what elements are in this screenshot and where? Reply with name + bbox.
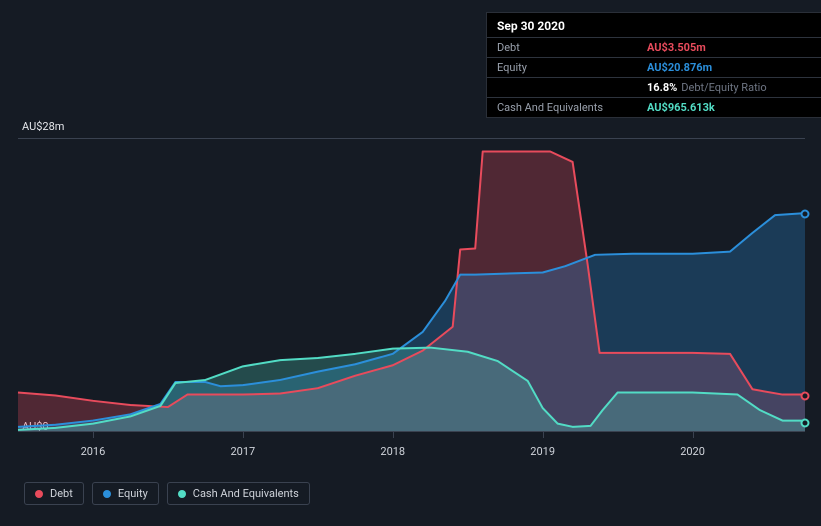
tooltip-date: Sep 30 2020 bbox=[487, 13, 821, 37]
y-axis-max-label: AU$28m bbox=[22, 120, 64, 133]
tooltip-row: EquityAU$20.876m bbox=[487, 57, 821, 77]
tooltip-row: Cash And EquivalentsAU$965.613k bbox=[487, 97, 821, 117]
x-tick-label: 2019 bbox=[530, 445, 555, 458]
legend-label: Equity bbox=[118, 487, 148, 500]
chart-legend: Debt Equity Cash And Equivalents bbox=[24, 482, 310, 505]
legend-item-equity[interactable]: Equity bbox=[92, 482, 159, 505]
legend-item-cash-and-equivalents[interactable]: Cash And Equivalents bbox=[167, 482, 310, 505]
tooltip-row: DebtAU$3.505m bbox=[487, 37, 821, 57]
x-tick bbox=[393, 432, 394, 438]
end-marker-equity bbox=[801, 209, 810, 218]
tooltip-row-label bbox=[497, 80, 647, 95]
x-tick-label: 2017 bbox=[230, 445, 255, 458]
legend-swatch bbox=[103, 490, 111, 498]
end-marker-cash bbox=[801, 418, 810, 427]
tooltip-row-label: Equity bbox=[497, 60, 647, 75]
tooltip-row-value: AU$965.613k bbox=[647, 100, 715, 115]
tooltip-row-label: Debt bbox=[497, 40, 647, 55]
tooltip-row-value: 16.8%Debt/Equity Ratio bbox=[647, 80, 767, 95]
x-tick bbox=[243, 432, 244, 438]
end-marker-debt bbox=[801, 392, 810, 401]
data-tooltip: Sep 30 2020 DebtAU$3.505mEquityAU$20.876… bbox=[486, 12, 821, 118]
legend-item-debt[interactable]: Debt bbox=[24, 482, 84, 505]
financial-chart: AU$28m AU$0 20162017201820192020 Sep 30 … bbox=[18, 0, 805, 470]
plot-area[interactable] bbox=[18, 138, 805, 432]
x-axis-labels: 2016 2017 2018 2019 2020 bbox=[18, 445, 805, 463]
x-tick-label: 2020 bbox=[680, 445, 705, 458]
x-tick-label: 2016 bbox=[81, 445, 106, 458]
tooltip-row: 16.8%Debt/Equity Ratio bbox=[487, 77, 821, 97]
x-tick-label: 2018 bbox=[380, 445, 405, 458]
x-tick bbox=[543, 432, 544, 438]
tooltip-row-value: AU$20.876m bbox=[647, 60, 712, 75]
x-tick bbox=[693, 432, 694, 438]
legend-swatch bbox=[35, 490, 43, 498]
legend-label: Debt bbox=[50, 487, 73, 500]
legend-swatch bbox=[178, 490, 186, 498]
tooltip-row-label: Cash And Equivalents bbox=[497, 100, 647, 115]
legend-label: Cash And Equivalents bbox=[193, 487, 299, 500]
x-tick bbox=[93, 432, 94, 438]
tooltip-row-value: AU$3.505m bbox=[647, 40, 706, 55]
